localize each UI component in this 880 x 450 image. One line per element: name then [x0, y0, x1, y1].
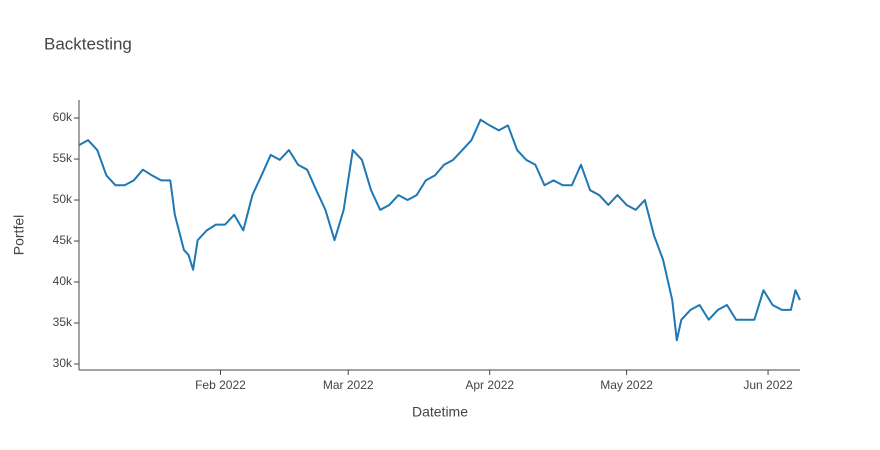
y-tick-label: 55k — [53, 151, 73, 165]
x-tick-label: Jun 2022 — [743, 378, 793, 392]
y-tick-label: 30k — [53, 356, 73, 370]
x-axis-title: Datetime — [412, 404, 468, 420]
y-tick-label: 40k — [53, 274, 73, 288]
y-tick-label: 50k — [53, 192, 73, 206]
line-series — [78, 118, 801, 342]
x-tick-label: Apr 2022 — [465, 378, 514, 392]
y-axis-title: Portfel — [11, 215, 27, 255]
y-tick-label: 60k — [53, 110, 73, 124]
x-tick-label: May 2022 — [600, 378, 653, 392]
x-tick-label: Mar 2022 — [323, 378, 374, 392]
x-tick-label: Feb 2022 — [195, 378, 246, 392]
chart-title: Backtesting — [44, 34, 132, 53]
y-tick-label: 45k — [53, 233, 73, 247]
y-tick-label: 35k — [53, 315, 73, 329]
